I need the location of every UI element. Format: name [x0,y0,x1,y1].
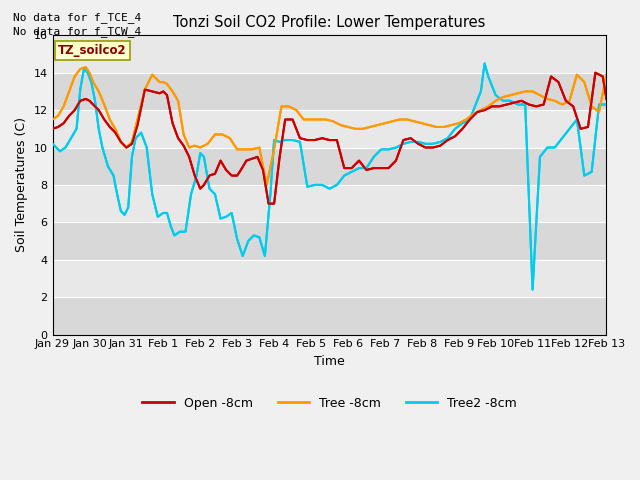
Bar [52,73,607,110]
Text: No data for f_TCE_4: No data for f_TCE_4 [13,12,141,23]
Bar [52,185,607,222]
Bar [52,110,607,147]
Bar [52,222,607,260]
Legend: Open -8cm, Tree -8cm, Tree2 -8cm: Open -8cm, Tree -8cm, Tree2 -8cm [138,392,522,415]
Text: No data for f_TCW_4: No data for f_TCW_4 [13,26,141,37]
Text: TZ_soilco2: TZ_soilco2 [58,44,127,57]
Y-axis label: Soil Temperatures (C): Soil Temperatures (C) [15,118,28,252]
Bar [52,147,607,185]
Bar [52,36,607,73]
X-axis label: Time: Time [314,355,345,368]
Title: Tonzi Soil CO2 Profile: Lower Temperatures: Tonzi Soil CO2 Profile: Lower Temperatur… [173,15,486,30]
Bar [52,297,607,335]
Bar [52,260,607,297]
